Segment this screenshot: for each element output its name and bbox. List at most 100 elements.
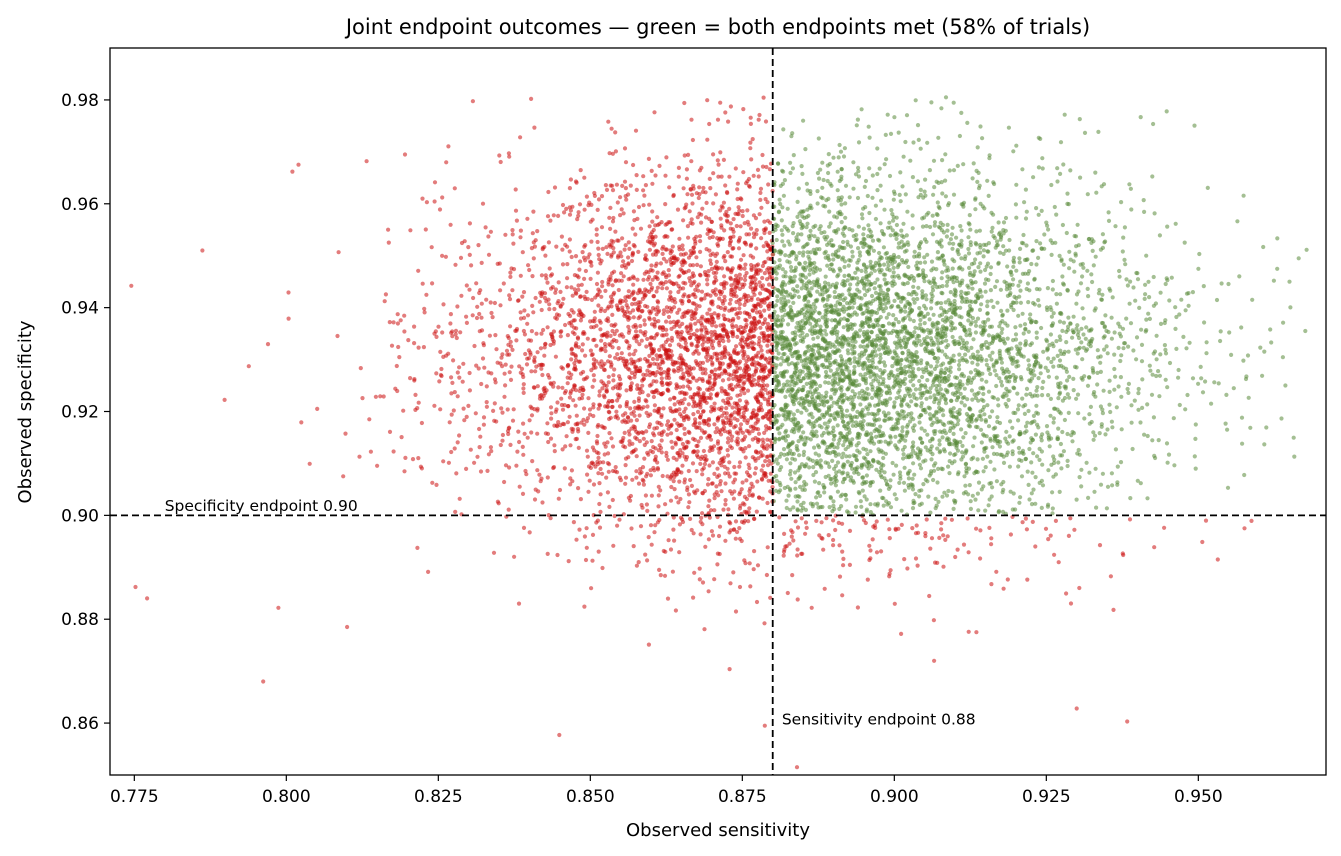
point-met (1074, 326, 1079, 331)
point-not-met (727, 667, 732, 672)
point-not-met (494, 347, 499, 352)
point-met (898, 199, 903, 204)
point-met (1193, 422, 1198, 427)
point-not-met (517, 439, 522, 445)
point-not-met (564, 434, 569, 439)
point-not-met (484, 297, 489, 302)
point-met (950, 225, 955, 230)
point-met (1065, 431, 1070, 437)
point-met (1105, 427, 1110, 432)
point-met (1001, 460, 1007, 465)
point-not-met (559, 234, 565, 239)
point-not-met (561, 296, 566, 301)
point-met (996, 509, 1002, 514)
point-met (1013, 202, 1019, 207)
point-not-met (642, 193, 647, 198)
point-met (900, 429, 905, 434)
point-met (925, 252, 930, 257)
point-not-met (619, 351, 624, 356)
point-not-met (687, 386, 693, 391)
point-not-met (661, 343, 666, 348)
point-met (1112, 366, 1117, 372)
point-met (784, 498, 789, 503)
point-not-met (643, 493, 649, 498)
point-met (1113, 224, 1118, 229)
point-not-met (475, 304, 480, 309)
point-met (983, 508, 988, 513)
point-not-met (614, 303, 620, 308)
point-met (808, 437, 813, 442)
point-not-met (667, 185, 672, 190)
point-met (890, 460, 895, 466)
point-not-met (697, 272, 703, 277)
point-met (934, 179, 939, 184)
point-not-met (708, 253, 713, 258)
point-met (1173, 221, 1178, 226)
point-not-met (458, 255, 464, 260)
point-met (1134, 335, 1140, 340)
point-not-met (565, 375, 570, 380)
point-not-met (592, 309, 597, 314)
point-not-met (576, 275, 581, 280)
point-met (990, 409, 995, 414)
point-met (1000, 313, 1005, 318)
point-not-met (636, 396, 642, 401)
point-not-met (723, 538, 728, 543)
point-met (895, 410, 900, 415)
point-not-met (545, 214, 551, 219)
point-met (928, 364, 934, 369)
point-met (1058, 292, 1063, 297)
point-met (1050, 278, 1055, 284)
point-met (782, 178, 788, 183)
point-met (869, 329, 874, 335)
point-not-met (645, 471, 650, 476)
point-not-met (402, 313, 407, 318)
point-met (1034, 206, 1039, 211)
point-met (1042, 232, 1047, 237)
point-not-met (630, 302, 635, 307)
point-met (855, 409, 860, 414)
point-met (861, 455, 867, 460)
point-met (940, 324, 946, 329)
point-met (1011, 277, 1016, 282)
point-met (1200, 390, 1206, 395)
point-not-met (548, 405, 554, 410)
point-not-met (752, 549, 757, 554)
point-not-met (955, 547, 960, 552)
point-met (1088, 344, 1093, 349)
point-not-met (1033, 544, 1038, 549)
point-met (804, 225, 809, 230)
point-not-met (868, 548, 873, 553)
point-met (1025, 281, 1030, 286)
point-not-met (764, 357, 769, 362)
point-not-met (624, 400, 630, 405)
point-met (1049, 314, 1054, 319)
point-not-met (587, 407, 593, 412)
point-met (897, 480, 902, 485)
point-not-met (760, 164, 766, 169)
point-met (1024, 286, 1029, 292)
point-not-met (580, 342, 585, 347)
point-met (1041, 379, 1046, 384)
point-met (835, 423, 840, 428)
point-not-met (762, 271, 768, 276)
point-not-met (760, 152, 765, 158)
point-not-met (552, 185, 558, 190)
point-not-met (726, 119, 731, 124)
point-not-met (548, 218, 553, 223)
point-not-met (743, 274, 748, 279)
point-not-met (718, 150, 723, 155)
point-met (927, 168, 933, 173)
point-not-met (1048, 533, 1053, 538)
point-met (806, 213, 811, 218)
point-met (1034, 262, 1039, 267)
point-not-met (765, 277, 770, 282)
point-not-met (596, 471, 601, 476)
point-not-met (726, 507, 731, 512)
point-met (877, 433, 882, 438)
point-not-met (837, 543, 842, 548)
point-not-met (413, 392, 418, 397)
point-not-met (530, 303, 535, 308)
point-met (817, 176, 822, 181)
point-met (878, 221, 883, 226)
